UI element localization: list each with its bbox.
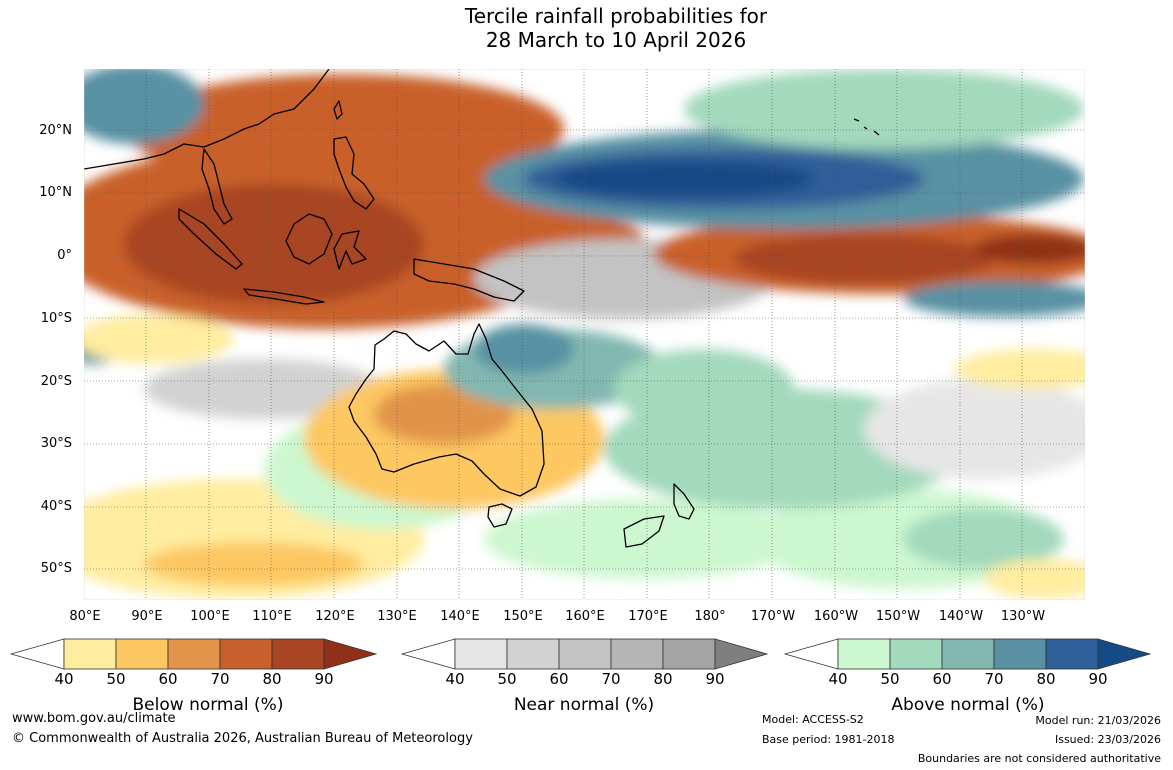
above-tick-40: 40	[828, 670, 848, 688]
below-tick-40: 40	[54, 670, 74, 688]
lon-label-110e: 110°E	[252, 609, 292, 624]
near-swatch-50-60	[506, 638, 560, 670]
near-tick-40: 40	[445, 670, 465, 688]
probability-field	[84, 69, 1085, 599]
below-tick-70: 70	[210, 670, 230, 688]
new-guinea-coast	[413, 258, 525, 302]
taiwan-coast	[333, 100, 343, 120]
below-normal-colorbar	[10, 638, 378, 670]
graticule	[84, 69, 1085, 600]
near-tick-60: 60	[549, 670, 569, 688]
lat-label-10n: 10°N	[39, 185, 72, 200]
lon-label-140e: 140°E	[440, 609, 480, 624]
below-tick-60: 60	[158, 670, 178, 688]
above-tick-90: 90	[1088, 670, 1108, 688]
below-swatch-70-80	[219, 638, 273, 670]
map-canvas	[84, 69, 1085, 600]
below-swatch-50-60	[115, 638, 169, 670]
asia-mainland-coast	[84, 69, 330, 170]
below-swatch-60-70	[167, 638, 221, 670]
above-tick-80: 80	[1036, 670, 1056, 688]
lon-label-180: 180°	[694, 609, 726, 624]
above-tick-70: 70	[984, 670, 1004, 688]
lat-label-20n: 20°N	[39, 123, 72, 138]
below-tick-80: 80	[262, 670, 282, 688]
chart-title: Tercile rainfall probabilities for 28 Ma…	[0, 4, 1173, 52]
near-normal-title: Near normal (%)	[513, 695, 655, 715]
above-swatch-50-60	[889, 638, 943, 670]
model-name: Model: ACCESS-S2	[762, 713, 864, 726]
near-tick-90: 90	[705, 670, 725, 688]
near-swatch-40-50	[454, 638, 508, 670]
lon-label-130e: 130°E	[377, 609, 417, 624]
sulawesi-coast	[333, 230, 367, 270]
near-tick-70: 70	[601, 670, 621, 688]
java-coast	[243, 288, 325, 305]
below-swatch-over	[323, 638, 378, 670]
hawaii-islands	[853, 118, 880, 136]
boundary-disclaimer: Boundaries are not considered authoritat…	[917, 752, 1161, 765]
new-zealand-coast	[623, 483, 695, 548]
lat-label-50s: 50°S	[40, 561, 72, 576]
lon-label-130w: 130°W	[1000, 609, 1046, 624]
above-swatch-70-80	[993, 638, 1047, 670]
lon-label-170e: 170°E	[628, 609, 668, 624]
lat-label-0: 0°	[57, 248, 72, 263]
lon-label-90e: 90°E	[131, 609, 163, 624]
lon-label-160e: 160°E	[565, 609, 605, 624]
below-swatch-under	[10, 638, 65, 670]
lon-label-160w: 160°W	[813, 609, 859, 624]
base-period: Base period: 1981-2018	[762, 733, 895, 746]
lon-label-80e: 80°E	[69, 609, 101, 624]
below-swatch-40-50	[63, 638, 117, 670]
near-swatch-60-70	[558, 638, 612, 670]
above-normal-title: Above normal (%)	[891, 695, 1045, 715]
near-normal-colorbar	[401, 638, 769, 670]
above-tick-50: 50	[880, 670, 900, 688]
above-tick-60: 60	[932, 670, 952, 688]
borneo-coast	[285, 213, 333, 265]
lon-label-140w: 140°W	[938, 609, 984, 624]
lat-label-20s: 20°S	[40, 374, 72, 389]
above-swatch-over	[1097, 638, 1152, 670]
near-swatch-80-90	[662, 638, 716, 670]
title-line-1: Tercile rainfall probabilities for	[464, 4, 768, 28]
australia-coast	[348, 323, 545, 497]
rainfall-probability-map[interactable]	[84, 69, 1085, 600]
lon-label-120e: 120°E	[315, 609, 355, 624]
tasmania-coast	[487, 503, 513, 528]
above-normal-colorbar	[784, 638, 1152, 670]
lat-label-10s: 10°S	[40, 311, 72, 326]
lon-label-100e: 100°E	[190, 609, 230, 624]
malay-peninsula-coast	[201, 148, 233, 225]
lon-label-150e: 150°E	[503, 609, 543, 624]
below-swatch-80-90	[271, 638, 325, 670]
website-link[interactable]: www.bom.gov.au/climate	[12, 711, 176, 726]
sumatra-coast	[178, 208, 243, 270]
lat-label-40s: 40°S	[40, 499, 72, 514]
above-swatch-under	[784, 638, 839, 670]
above-swatch-80-90	[1045, 638, 1099, 670]
title-line-2: 28 March to 10 April 2026	[485, 28, 747, 52]
above-swatch-40-50	[837, 638, 891, 670]
below-normal-title: Below normal (%)	[132, 695, 284, 715]
near-swatch-over	[714, 638, 769, 670]
philippines-coast	[333, 136, 375, 210]
model-run-date: Model run: 21/03/2026	[1035, 714, 1161, 727]
lon-label-150w: 150°W	[875, 609, 921, 624]
coastlines	[84, 69, 880, 548]
below-tick-90: 90	[314, 670, 334, 688]
issued-date: Issued: 23/03/2026	[1054, 733, 1161, 746]
near-tick-50: 50	[497, 670, 517, 688]
copyright-notice: © Commonwealth of Australia 2026, Austra…	[12, 731, 473, 746]
below-tick-50: 50	[106, 670, 126, 688]
near-swatch-under	[401, 638, 456, 670]
lon-label-170w: 170°W	[750, 609, 796, 624]
lat-label-30s: 30°S	[40, 436, 72, 451]
above-swatch-60-70	[941, 638, 995, 670]
near-tick-80: 80	[653, 670, 673, 688]
near-swatch-70-80	[610, 638, 664, 670]
